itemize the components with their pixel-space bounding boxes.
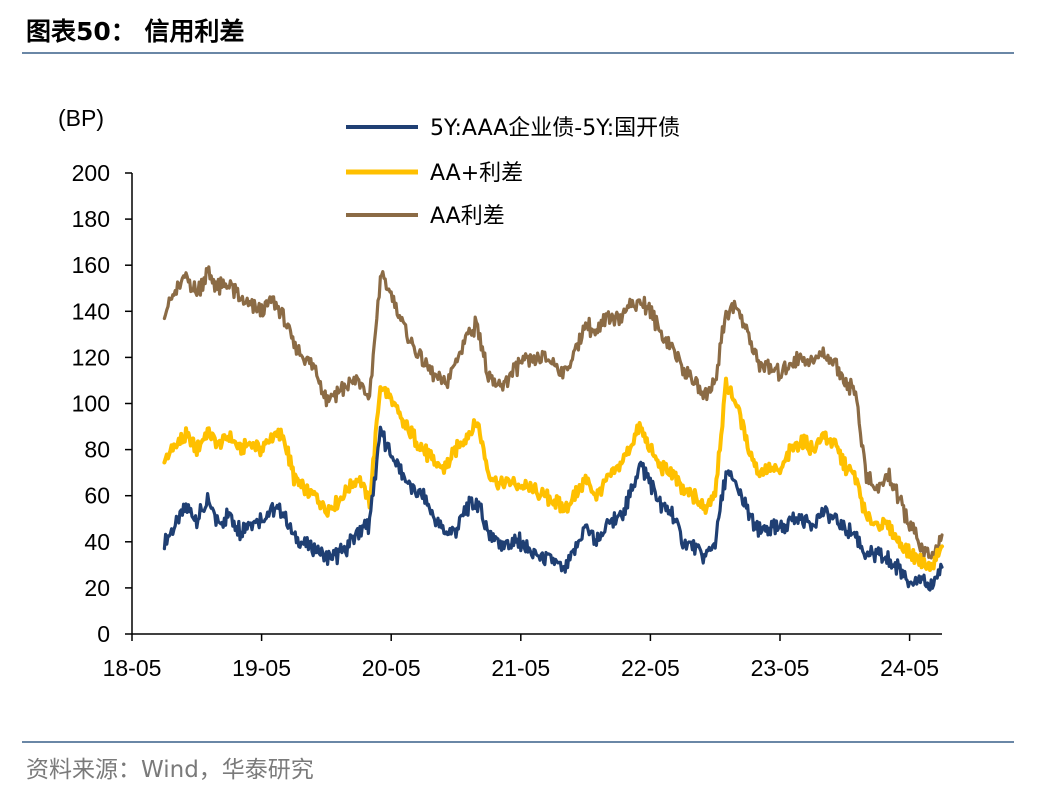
y-tick-label: 200 (72, 160, 110, 186)
x-tick-label: 23-05 (751, 655, 810, 681)
x-tick-label: 22-05 (621, 655, 680, 681)
y-tick-label: 100 (72, 391, 110, 417)
y-tick-label: 180 (72, 206, 110, 232)
y-tick-label: 80 (84, 437, 110, 463)
y-tick-label: 60 (84, 483, 110, 509)
series-line-aa-plus-spread (162, 376, 944, 572)
x-tick-label: 18-05 (103, 655, 162, 681)
y-tick-label: 40 (84, 529, 110, 555)
x-tick-label: 19-05 (232, 655, 291, 681)
y-tick-label: 20 (84, 575, 110, 601)
footer-rule (22, 741, 1014, 743)
figure-title: 图表50： 信用利差 (26, 17, 245, 46)
header-rule (22, 52, 1014, 54)
x-tick-label: 24-05 (880, 655, 939, 681)
series-line-aaa-spread (162, 425, 944, 592)
legend-label-aaa-spread: 5Y:AAA企业债-5Y:国开债 (430, 116, 680, 141)
series-line-aa-spread (162, 265, 944, 560)
y-tick-label: 0 (97, 621, 110, 647)
y-tick-label: 160 (72, 252, 110, 278)
x-tick-label: 21-05 (491, 655, 550, 681)
y-tick-label: 120 (72, 344, 110, 370)
y-tick-label: 140 (72, 298, 110, 324)
source-note: 资料来源：Wind，华泰研究 (26, 757, 314, 783)
x-tick-label: 20-05 (362, 655, 421, 681)
y-axis-unit: (BP) (58, 105, 104, 131)
legend-label-aa-plus-spread: AA+利差 (430, 161, 523, 186)
legend-label-aa-spread: AA利差 (430, 204, 505, 229)
